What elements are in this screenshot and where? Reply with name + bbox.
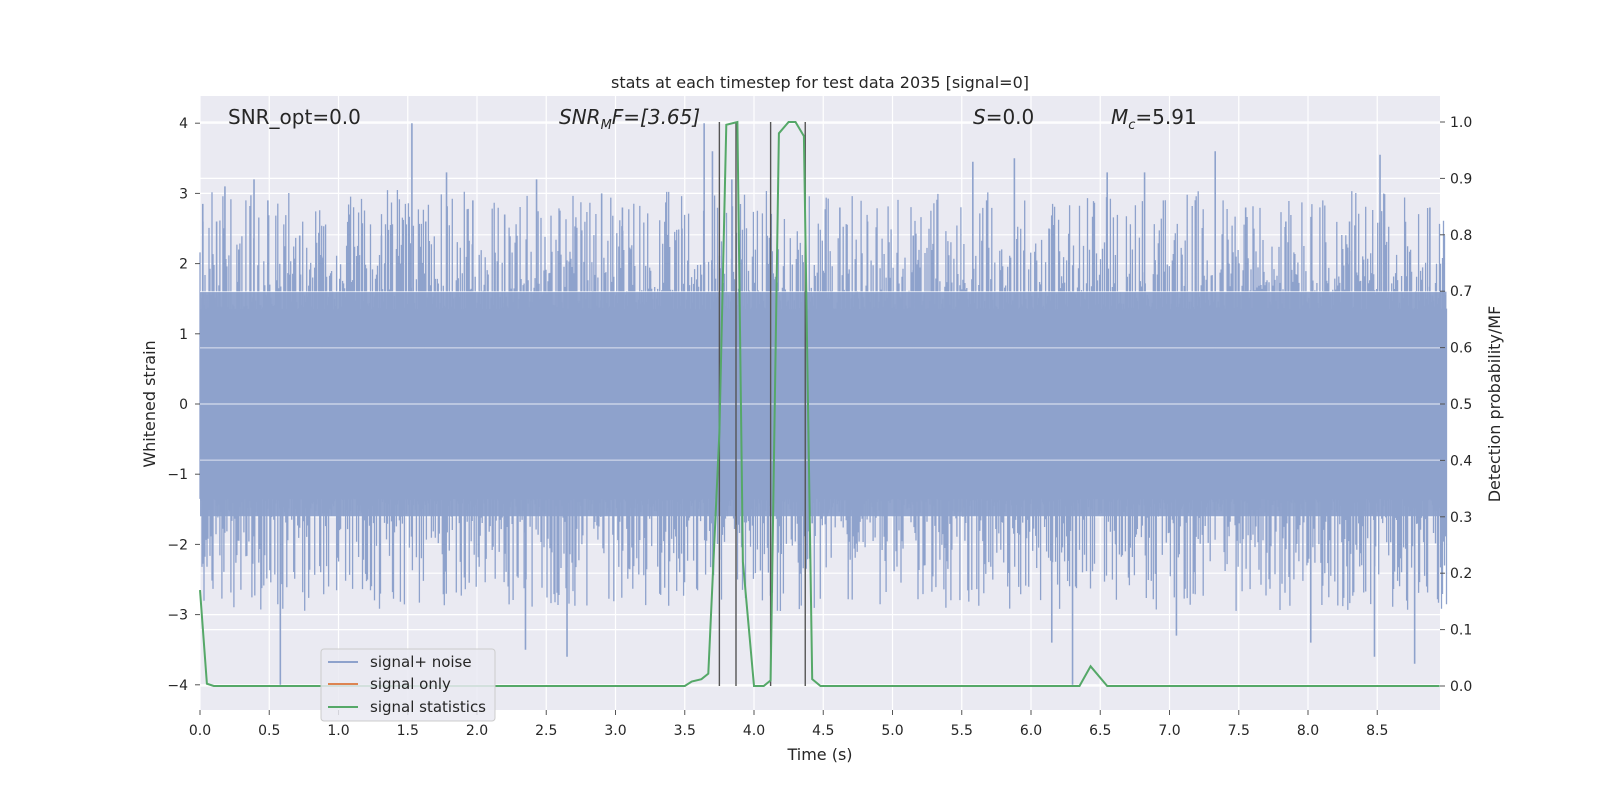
x-tick-label: 4.5 <box>812 723 834 739</box>
y-left-tick-label: 0 <box>179 397 188 413</box>
y-left-tick-label: 4 <box>179 116 188 132</box>
y-right-tick-label: 0.5 <box>1450 397 1472 413</box>
legend-box <box>320 648 496 722</box>
noise-spikes <box>199 190 1448 611</box>
y-right-tick-label: 0.4 <box>1450 453 1472 469</box>
x-tick-label: 5.0 <box>881 723 903 739</box>
y-right-tick-label: 0.0 <box>1450 679 1472 695</box>
x-tick-label: 6.5 <box>1089 723 1111 739</box>
chart-title: stats at each timestep for test data 203… <box>611 73 1029 92</box>
y-left-axis-label: Whitened strain <box>140 340 159 467</box>
y-right-tick-label: 0.1 <box>1450 623 1472 639</box>
legend-label-signal-noise: signal+ noise <box>370 653 472 671</box>
y-left-tick-label: −2 <box>167 537 188 553</box>
legend: signal+ noise signal only signal statist… <box>320 648 496 722</box>
signal-statistics-line <box>199 120 1440 687</box>
x-tick-label: 1.5 <box>397 723 419 739</box>
x-tick-label: 6.0 <box>1020 723 1042 739</box>
annotation-snr-opt: SNR_opt=0.0 <box>228 105 361 129</box>
y-right-axis-ticks: 1.0 0.9 0.8 0.7 0.6 0.5 0.4 0.3 0.2 0.1 0.0 <box>1440 115 1472 695</box>
y-left-tick-label: −4 <box>167 678 188 694</box>
y-right-tick-label: 0.2 <box>1450 566 1472 582</box>
y-right-tick-label: 0.9 <box>1450 171 1472 187</box>
y-left-tick-label: −1 <box>167 467 188 483</box>
y-right-tick-label: 0.8 <box>1450 228 1472 244</box>
x-tick-label: 7.0 <box>1158 723 1180 739</box>
annotation-snr-mf: SNRMF=[3.65] <box>559 105 700 133</box>
y-right-tick-label: 0.3 <box>1450 510 1472 526</box>
x-tick-label: 5.5 <box>951 723 973 739</box>
series-signal-statistics <box>199 120 1440 687</box>
legend-label-signal-statistics: signal statistics <box>370 698 486 716</box>
series-signal-noise <box>199 123 1448 685</box>
x-tick-label: 3.0 <box>604 723 626 739</box>
y-left-tick-label: −3 <box>167 608 188 624</box>
x-tick-label: 8.5 <box>1366 723 1388 739</box>
y-left-axis-ticks: 4 3 2 1 0 −1 −2 −3 −4 <box>167 116 200 694</box>
x-axis-ticks: 0.0 0.5 1.0 1.5 2.0 2.5 3.0 3.5 4.0 4.5 5.0 5.5 6.0 6… <box>189 710 1388 739</box>
x-tick-label: 8.0 <box>1297 723 1319 739</box>
y-left-tick-label: 3 <box>179 186 188 202</box>
x-axis-label: Time (s) <box>786 745 852 764</box>
x-tick-label: 4.0 <box>743 723 765 739</box>
x-tick-label: 2.5 <box>535 723 557 739</box>
y-right-tick-label: 1.0 <box>1450 115 1472 131</box>
y-left-tick-label: 2 <box>179 257 188 273</box>
y-left-tick-label: 1 <box>179 327 188 343</box>
x-tick-label: 1.0 <box>327 723 349 739</box>
x-tick-label: 7.5 <box>1228 723 1250 739</box>
x-tick-label: 3.5 <box>674 723 696 739</box>
x-tick-label: 0.0 <box>189 723 211 739</box>
legend-label-signal-only: signal only <box>370 675 451 693</box>
x-tick-label: 0.5 <box>258 723 280 739</box>
y-right-tick-label: 0.6 <box>1450 341 1472 357</box>
y-right-axis-label: Detection probability/MF <box>1485 306 1504 503</box>
annotation-s: S=0.0 <box>973 105 1034 129</box>
annotation-mc: Mc=5.91 <box>1111 105 1197 133</box>
x-tick-label: 2.0 <box>466 723 488 739</box>
y-right-tick-label: 0.7 <box>1450 284 1472 300</box>
